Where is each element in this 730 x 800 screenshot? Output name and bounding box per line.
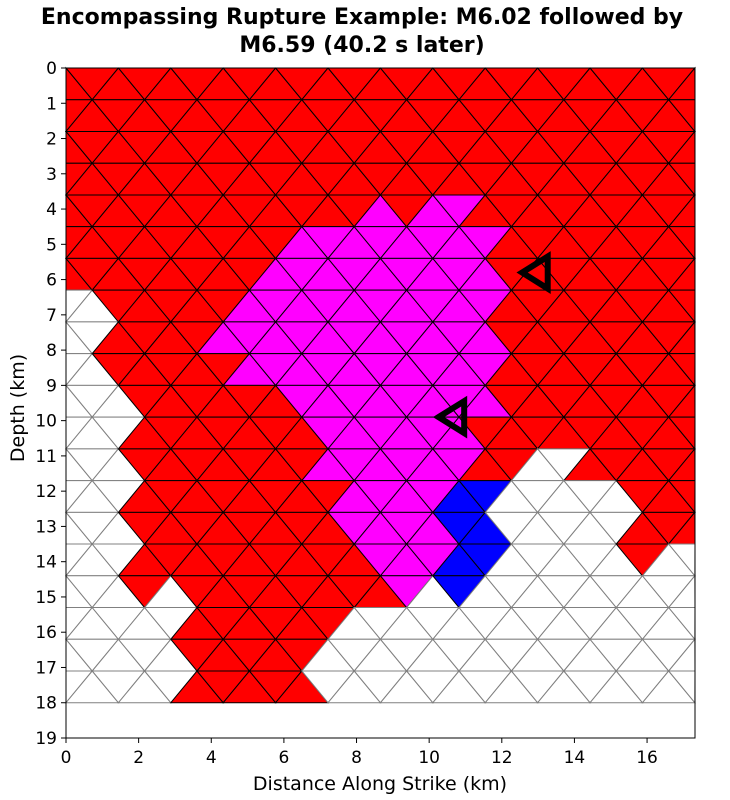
y-tick-label: 2 [46,130,57,150]
y-tick-label: 13 [35,517,57,537]
hypocenter-markers [432,251,551,439]
x-axis-label: Distance Along Strike (km) [253,773,507,795]
y-tick-label: 3 [46,165,57,185]
y-tick-label: 10 [35,412,57,432]
x-tick-label: 10 [418,748,440,768]
x-tick-label: 4 [206,748,217,768]
x-tick-label: 16 [636,748,658,768]
y-tick-label: 5 [46,235,57,255]
y-tick-label: 11 [35,447,57,467]
x-tick-label: 2 [133,748,144,768]
hypocenter-marker-M6.02 [516,251,551,294]
y-tick-label: 14 [35,553,57,573]
fault-mesh [64,66,696,705]
y-tick-label: 7 [46,306,57,326]
x-tick-label: 12 [491,748,513,768]
y-tick-label: 18 [35,694,57,714]
x-axis-ticks: 0 2 4 6 8 10 12 14 16 [61,738,658,768]
hypocenter-marker-M6.59 [432,395,468,439]
x-tick-label: 8 [351,748,362,768]
y-axis-label: Depth (km) [7,354,29,462]
plot-frame [65,67,696,739]
x-tick-label: 6 [278,748,289,768]
y-tick-label: 8 [46,341,57,361]
y-tick-label: 16 [35,623,57,643]
y-tick-label: 15 [35,588,57,608]
y-tick-label: 17 [35,658,57,678]
y-tick-label: 9 [46,376,57,396]
y-tick-label: 12 [35,482,57,502]
y-tick-label: 6 [46,271,57,291]
chart-title-line-1: Encompassing Rupture Example: M6.02 foll… [41,5,683,30]
y-tick-label: 4 [46,200,57,220]
y-tick-label: 1 [46,94,57,114]
x-tick-label: 14 [564,748,586,768]
y-tick-label: 19 [35,729,57,749]
x-tick-label: 0 [61,748,72,768]
chart-title-line-2: M6.59 (40.2 s later) [239,33,484,58]
y-tick-label: 0 [46,59,57,79]
